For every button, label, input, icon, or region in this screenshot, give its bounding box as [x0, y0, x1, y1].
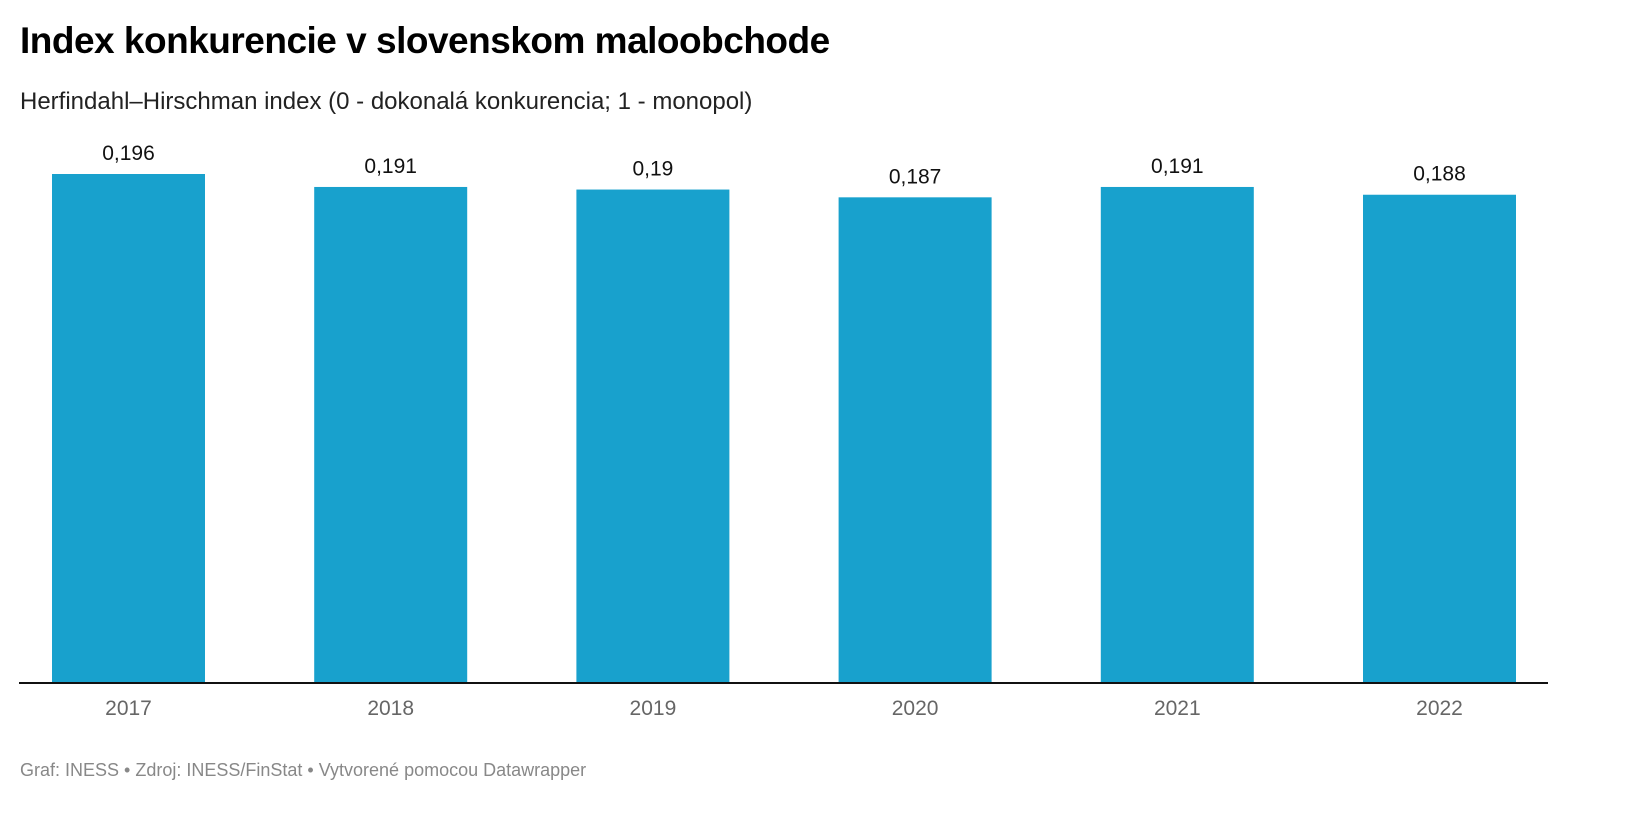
- value-label: 0,188: [1413, 163, 1466, 186]
- value-label: 0,187: [889, 165, 942, 188]
- x-tick-label: 2019: [630, 697, 677, 720]
- x-tick-label: 2021: [1154, 697, 1201, 720]
- value-label: 0,19: [632, 158, 673, 181]
- x-tick-label: 2018: [367, 697, 414, 720]
- value-label: 0,196: [102, 142, 155, 165]
- bar-2020: [838, 197, 992, 682]
- chart-footer: Graf: INESS • Zdroj: INESS/FinStat • Vyt…: [20, 760, 587, 780]
- chart-title: Index konkurencie v slovenskom maloobcho…: [20, 20, 830, 61]
- value-label: 0,191: [1151, 155, 1204, 178]
- value-label: 0,191: [364, 155, 417, 178]
- bar-chart: 0,196 2017 0,191 2018 0,19 2019 0,187 2020 0,191…: [19, 142, 1548, 720]
- bar-2021: [1100, 186, 1254, 683]
- bar-2022: [1363, 194, 1516, 683]
- bar-2019: [576, 189, 730, 682]
- bar-2018: [314, 186, 468, 683]
- chart-subtitle: Herfindahl–Hirschman index (0 - dokonalá…: [20, 88, 753, 115]
- x-tick-label: 2022: [1416, 697, 1463, 720]
- bar-2017: [52, 174, 205, 682]
- x-tick-label: 2020: [892, 697, 939, 720]
- x-tick-label: 2017: [105, 697, 152, 720]
